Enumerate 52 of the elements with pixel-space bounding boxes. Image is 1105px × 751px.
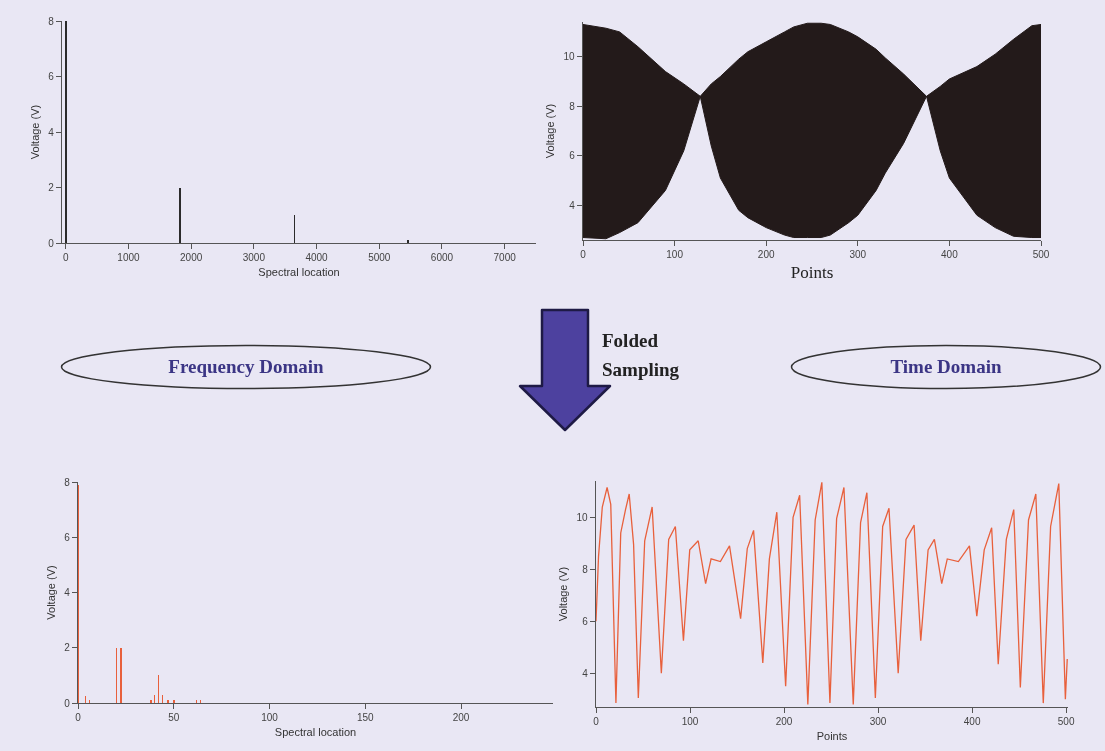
y-tick-label: 6: [64, 531, 71, 543]
x-tick-label: 7000: [493, 252, 517, 264]
y-tick-label: 8: [64, 476, 71, 488]
y-tick-label: 8: [582, 563, 589, 575]
y-tick-label: 8: [569, 100, 576, 112]
y-tick-label: 6: [569, 150, 576, 162]
x-tick-label: 3000: [242, 252, 266, 264]
y-tick-label: 4: [48, 126, 55, 138]
y-axis-title: Voltage (V): [544, 103, 557, 159]
y-tick-label: 2: [64, 642, 71, 654]
x-tick-label: 150: [356, 712, 375, 724]
x-axis-title: Spectral location: [274, 726, 357, 739]
x-tick-label: 100: [261, 712, 279, 724]
x-tick-label: 100: [666, 249, 684, 261]
y-tick-label: 4: [582, 667, 589, 679]
y-tick-label: 0: [48, 237, 55, 249]
x-tick-label: 2000: [180, 252, 203, 264]
x-axis-title: Points: [816, 730, 848, 743]
y-tick-label: 4: [569, 199, 576, 211]
x-tick-label: 4000: [305, 252, 329, 264]
x-tick-label: 50: [168, 712, 180, 724]
x-tick-label: 500: [1057, 716, 1075, 728]
x-tick-label: 200: [775, 716, 793, 728]
y-tick-label: 8: [48, 15, 55, 27]
x-tick-label: 200: [757, 249, 775, 261]
y-tick-label: 2: [48, 182, 55, 193]
y-tick-label: 6: [582, 615, 589, 627]
x-tick-label: 300: [849, 249, 867, 261]
text: Folded Sampling: [602, 329, 681, 382]
y-tick-label: 10: [563, 51, 576, 63]
y-tick-label: 10: [576, 511, 589, 523]
y-axis-title: Voltage (V): [44, 565, 57, 620]
x-tick-label: 0: [593, 716, 600, 728]
x-tick-label: 300: [869, 716, 887, 728]
x-tick-label: 6000: [430, 252, 454, 264]
x-tick-label: 100: [681, 716, 699, 728]
x-tick-label: 200: [452, 712, 470, 724]
y-axis-title: Voltage (V): [28, 104, 41, 160]
x-tick-label: 400: [963, 716, 981, 728]
y-tick-label: 4: [64, 587, 71, 598]
y-tick-label: 0: [64, 697, 71, 709]
x-axis-title: Spectral location: [258, 266, 340, 279]
y-axis-title: Voltage (V): [557, 566, 570, 622]
x-tick-label: 400: [941, 249, 959, 261]
text: Frequency Domain: [168, 356, 324, 378]
text: Time Domain: [890, 356, 1002, 378]
x-tick-label: 1000: [117, 252, 141, 264]
x-axis-title: Points: [790, 262, 834, 282]
x-tick-label: 500: [1032, 249, 1050, 261]
x-tick-label: 0: [75, 712, 82, 724]
x-tick-label: 5000: [368, 252, 391, 264]
y-tick-label: 6: [48, 71, 55, 82]
